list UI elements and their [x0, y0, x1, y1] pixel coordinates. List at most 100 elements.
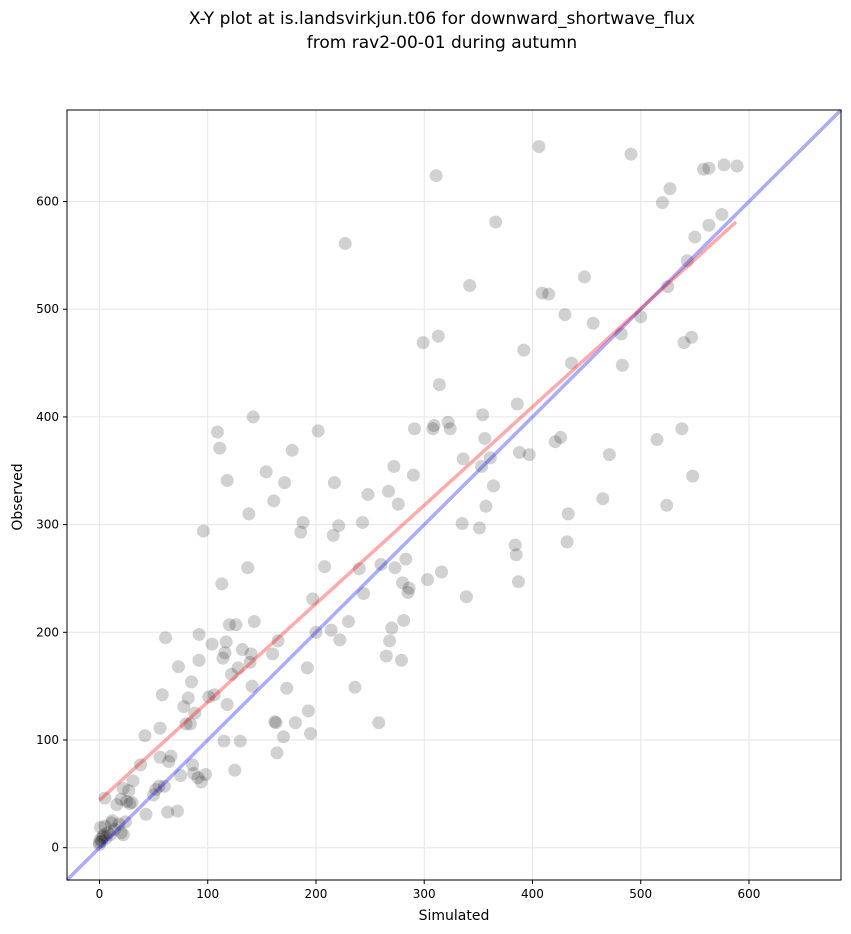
- data-point: [318, 560, 332, 574]
- data-point: [388, 561, 402, 575]
- data-point: [186, 758, 200, 772]
- data-point: [300, 661, 314, 675]
- data-point: [217, 734, 231, 748]
- data-point: [96, 830, 110, 844]
- data-point: [269, 716, 283, 730]
- data-point: [615, 358, 629, 372]
- data-point: [517, 343, 531, 357]
- data-point: [586, 316, 600, 330]
- data-point: [152, 779, 166, 793]
- data-point: [228, 763, 242, 777]
- data-point: [532, 140, 546, 154]
- data-point: [99, 831, 113, 845]
- data-point: [153, 721, 167, 735]
- identity-line: [65, 108, 843, 882]
- data-point: [324, 623, 338, 637]
- data-point: [306, 592, 320, 606]
- grid-lines: [67, 110, 841, 880]
- data-point: [508, 538, 522, 552]
- data-point: [301, 704, 315, 718]
- data-point: [432, 378, 446, 392]
- plot-area-frame: [66, 109, 842, 881]
- data-point: [396, 576, 410, 590]
- data-point: [162, 755, 176, 769]
- data-point: [171, 660, 185, 674]
- data-point: [123, 797, 137, 811]
- data-point: [634, 310, 648, 324]
- data-point: [441, 415, 455, 429]
- x-tick-label: 500: [629, 887, 652, 901]
- axis-ticks: 0 100 200 300 400 500 600 0 100 200 300 400 500 600: [36, 195, 760, 901]
- data-point: [479, 499, 493, 513]
- data-point: [663, 182, 677, 196]
- data-point: [522, 448, 536, 462]
- data-point: [268, 715, 282, 729]
- data-point: [356, 515, 370, 529]
- data-point: [126, 774, 140, 788]
- chart-title-line-1: X-Y plot at is.landsvirkjun.t06 for down…: [189, 9, 695, 29]
- data-point: [229, 618, 243, 632]
- data-point: [399, 552, 413, 566]
- reference-lines: [65, 108, 843, 882]
- data-point: [116, 781, 130, 795]
- data-point: [241, 561, 255, 575]
- data-point: [202, 690, 216, 704]
- data-point: [675, 422, 689, 436]
- x-tick-label: 0: [96, 887, 104, 901]
- data-point: [602, 448, 616, 462]
- data-point: [174, 769, 188, 783]
- y-tick-label: 300: [36, 518, 59, 532]
- data-point: [385, 621, 399, 635]
- data-point: [327, 476, 341, 490]
- data-point: [94, 832, 108, 846]
- data-point: [220, 697, 234, 711]
- data-point: [278, 476, 292, 490]
- x-tick-label: 200: [305, 887, 328, 901]
- data-point: [407, 422, 421, 436]
- y-tick-label: 100: [36, 733, 59, 747]
- regression-fit-line: [98, 220, 738, 802]
- data-point: [702, 218, 716, 232]
- data-point: [483, 451, 497, 465]
- data-point: [187, 766, 201, 780]
- data-point: [246, 410, 260, 424]
- data-point: [463, 279, 477, 293]
- data-point: [192, 653, 206, 667]
- data-point: [92, 835, 106, 849]
- data-point: [455, 517, 469, 531]
- data-point: [660, 498, 674, 512]
- data-point: [311, 424, 325, 438]
- data-point: [387, 459, 401, 473]
- data-point: [213, 441, 227, 455]
- data-point: [406, 468, 420, 482]
- data-point: [558, 308, 572, 322]
- data-point: [326, 528, 340, 542]
- data-point: [259, 465, 273, 479]
- y-axis-label: Observed: [10, 463, 26, 530]
- data-point: [431, 329, 445, 343]
- data-point: [296, 515, 310, 529]
- data-point: [512, 445, 526, 459]
- data-point: [267, 494, 281, 508]
- data-point: [596, 492, 610, 506]
- data-point: [680, 254, 694, 268]
- data-point: [341, 615, 355, 629]
- data-point: [179, 717, 193, 731]
- data-point: [435, 565, 449, 579]
- data-point: [702, 161, 716, 175]
- data-point: [184, 675, 198, 689]
- data-point: [216, 651, 230, 665]
- data-point: [192, 627, 206, 641]
- data-point: [110, 798, 124, 812]
- data-point: [170, 804, 184, 818]
- data-point: [352, 562, 366, 576]
- data-point: [548, 435, 562, 449]
- data-point: [309, 625, 323, 639]
- data-point: [338, 237, 352, 251]
- scatter-points: [92, 140, 744, 851]
- data-point: [379, 649, 393, 663]
- data-point: [304, 727, 318, 741]
- data-point: [397, 613, 411, 627]
- data-point: [383, 634, 397, 648]
- data-point: [235, 643, 249, 657]
